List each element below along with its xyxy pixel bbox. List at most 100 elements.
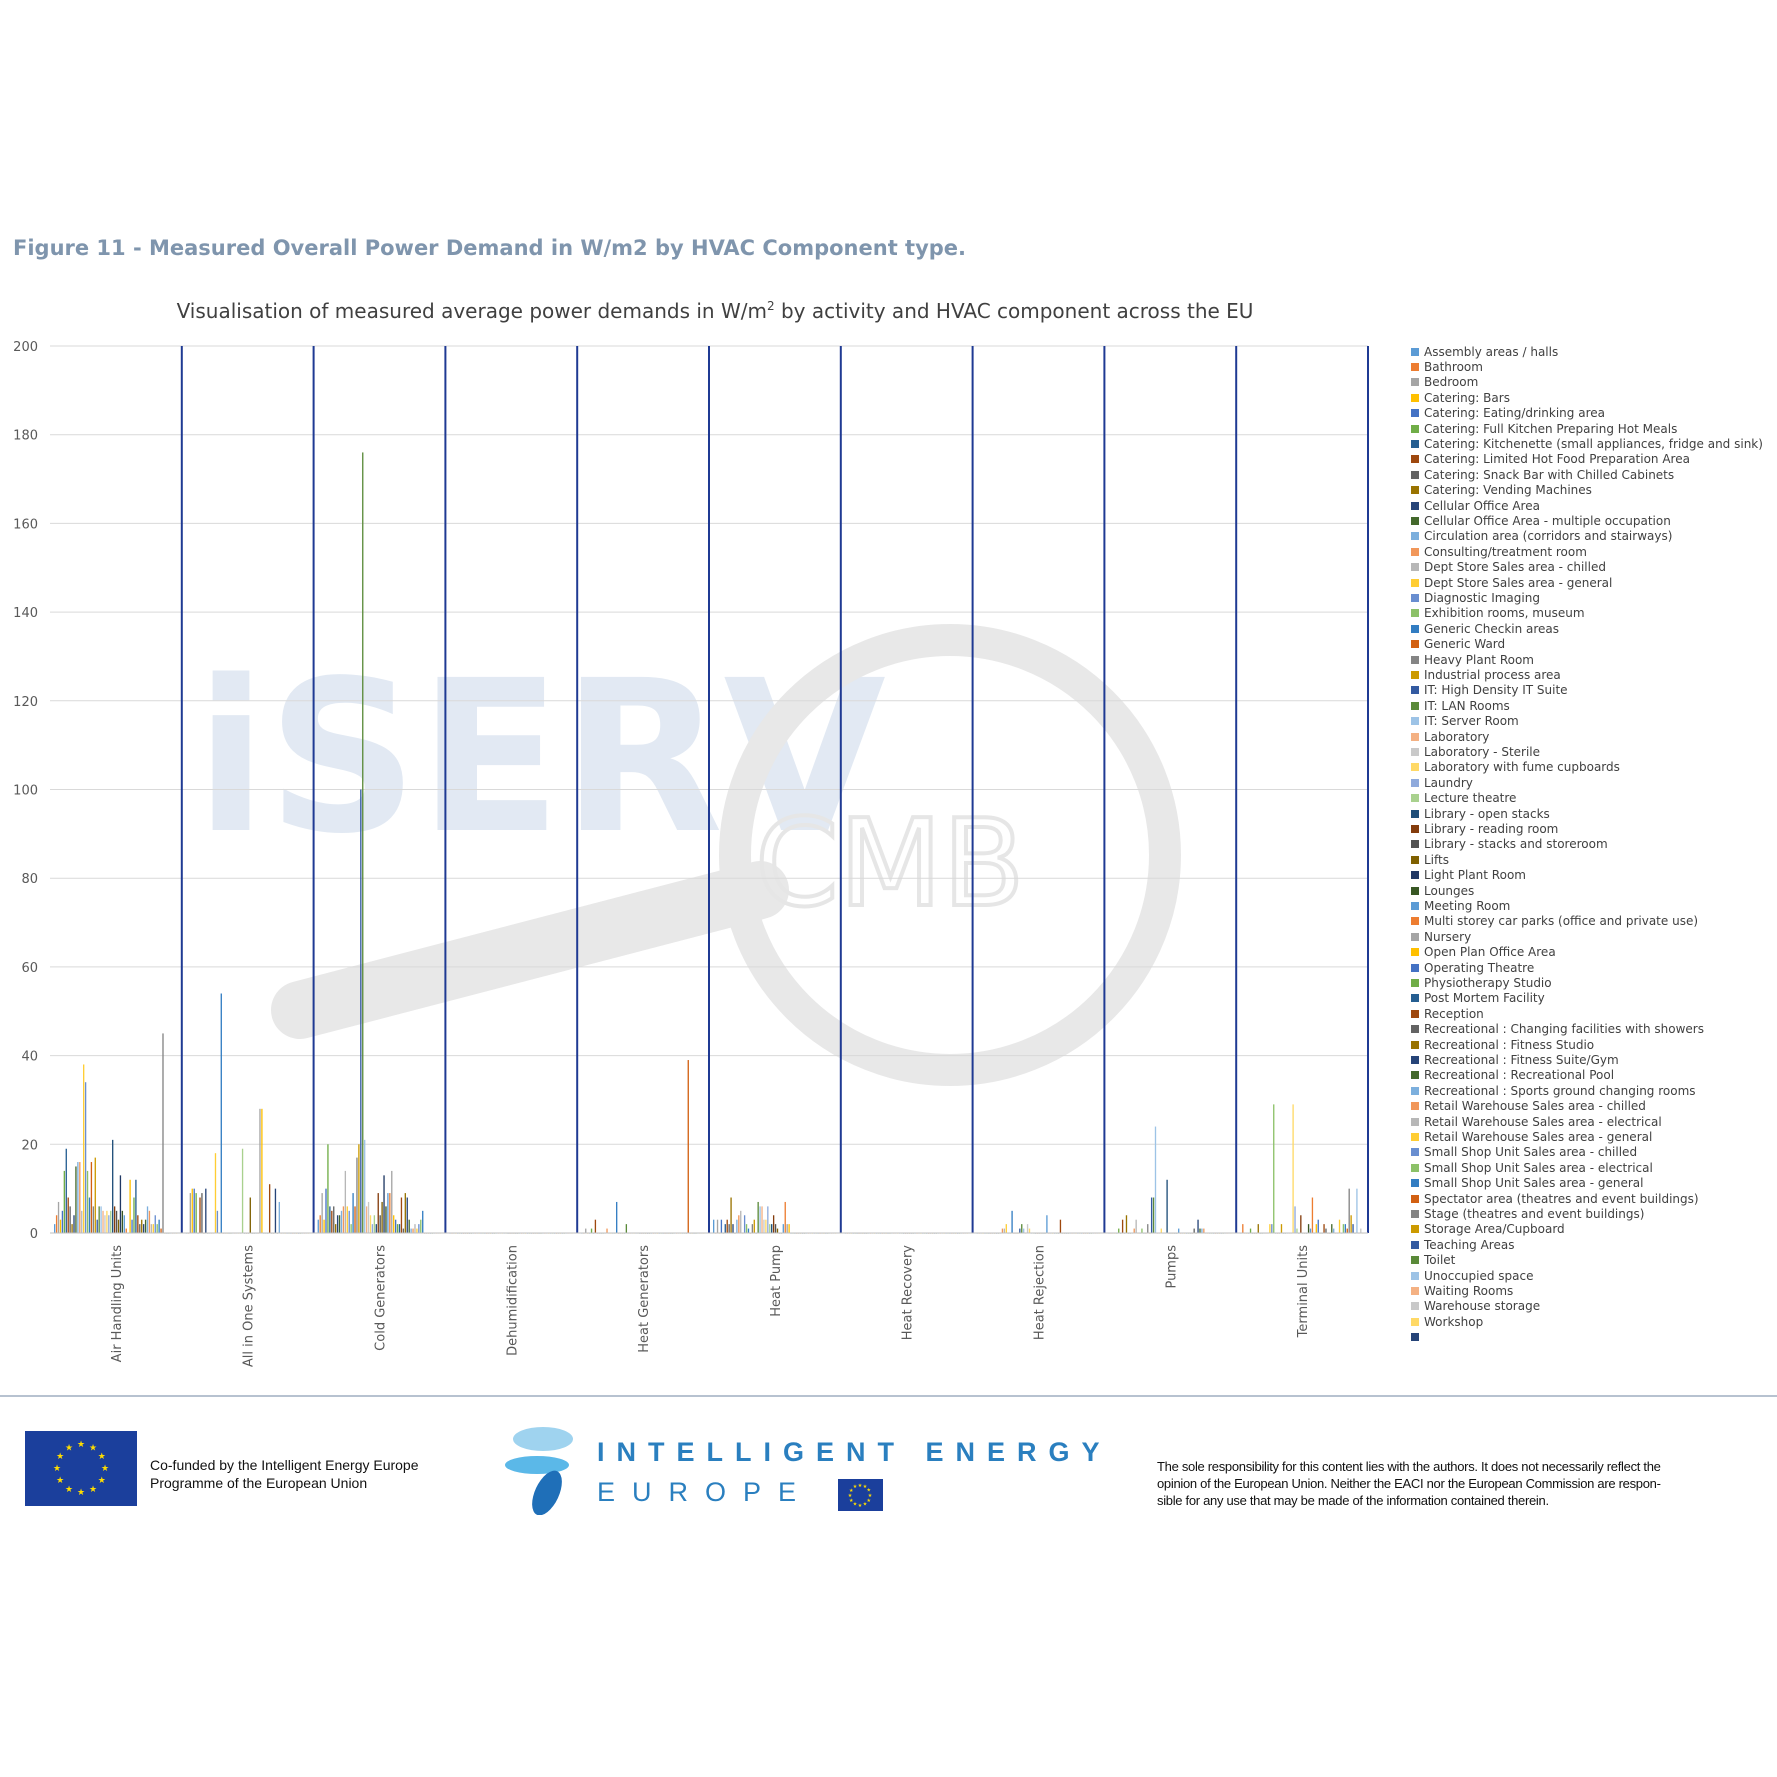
bar bbox=[115, 1210, 118, 1233]
bar bbox=[261, 1108, 263, 1233]
legend-label: Assembly areas / halls bbox=[1424, 344, 1559, 359]
bar bbox=[367, 1201, 370, 1233]
legend-item: Heavy Plant Room bbox=[1411, 652, 1534, 667]
bar bbox=[364, 1139, 366, 1233]
x-axis-labels: Air Handling Units All in One Systems Cold… bbox=[110, 1245, 1311, 1367]
legend-label: Library - stacks and storeroom bbox=[1424, 837, 1608, 852]
star-icon: ★ bbox=[866, 1488, 871, 1494]
bar bbox=[86, 1170, 89, 1233]
footer-divider bbox=[0, 1395, 1777, 1397]
legend-label: Dept Store Sales area - general bbox=[1424, 575, 1613, 590]
legend-label: Physiotherapy Studio bbox=[1424, 975, 1552, 990]
legend-label: Multi storey car parks (office and priva… bbox=[1424, 914, 1699, 929]
legend-swatch bbox=[1411, 640, 1419, 649]
bar bbox=[728, 1224, 730, 1233]
legend-swatch bbox=[1411, 609, 1419, 618]
legend-swatch bbox=[1411, 1132, 1419, 1141]
bar bbox=[121, 1210, 124, 1233]
bar bbox=[344, 1170, 347, 1233]
bar bbox=[362, 452, 364, 1233]
disclaimer-line-2: opinion of the European Union. Neither t… bbox=[1157, 1476, 1661, 1491]
bar bbox=[396, 1224, 399, 1233]
bar bbox=[1346, 1228, 1348, 1233]
legend-swatch bbox=[1411, 501, 1419, 510]
legend-swatch bbox=[1411, 948, 1419, 957]
legend-label: Catering: Kitchenette (small appliances,… bbox=[1424, 436, 1763, 451]
y-tick-label: 60 bbox=[21, 961, 38, 976]
legend-swatch bbox=[1411, 1163, 1419, 1172]
legend-swatch bbox=[1411, 1286, 1419, 1295]
bar bbox=[319, 1215, 321, 1233]
bar bbox=[1317, 1219, 1319, 1233]
bar bbox=[730, 1197, 732, 1233]
bar bbox=[585, 1228, 587, 1233]
bar bbox=[1011, 1210, 1013, 1233]
bar bbox=[761, 1206, 763, 1233]
legend-swatch bbox=[1411, 717, 1419, 726]
bar bbox=[1300, 1215, 1302, 1233]
bar bbox=[336, 1215, 339, 1233]
x-tick-label: Pumps bbox=[1164, 1245, 1179, 1289]
legend-label: Dept Store Sales area - chilled bbox=[1424, 560, 1606, 575]
bar bbox=[335, 1224, 337, 1233]
legend-label: Retail Warehouse Sales area - general bbox=[1424, 1129, 1653, 1144]
star-icon: ★ bbox=[77, 1439, 85, 1449]
bar bbox=[757, 1201, 759, 1233]
bar bbox=[391, 1170, 393, 1233]
bar bbox=[100, 1206, 102, 1233]
legend-swatch bbox=[1411, 439, 1419, 448]
bar bbox=[1203, 1228, 1205, 1233]
chart-title: Visualisation of measured average power … bbox=[177, 299, 1254, 323]
legend-swatch bbox=[1411, 1117, 1419, 1126]
bar bbox=[1019, 1228, 1021, 1233]
bar bbox=[724, 1224, 726, 1233]
bar bbox=[687, 1060, 689, 1233]
bar bbox=[387, 1193, 389, 1233]
star-icon: ★ bbox=[98, 1475, 106, 1485]
bar bbox=[1292, 1104, 1294, 1233]
legend-item: Laboratory with fume cupboards bbox=[1411, 760, 1620, 775]
bar bbox=[113, 1206, 116, 1233]
bar bbox=[1160, 1228, 1162, 1233]
bar bbox=[1325, 1228, 1327, 1233]
bar bbox=[1309, 1228, 1312, 1233]
legend-item: Catering: Eating/drinking area bbox=[1411, 406, 1605, 421]
y-tick-label: 200 bbox=[13, 340, 38, 355]
legend-item: Assembly areas / halls bbox=[1411, 344, 1558, 359]
legend-item: Unoccupied space bbox=[1411, 1268, 1534, 1283]
bar bbox=[348, 1210, 350, 1233]
star-icon: ★ bbox=[77, 1487, 85, 1497]
legend-label: Laboratory bbox=[1424, 729, 1490, 744]
legend-item: Meeting Room bbox=[1411, 898, 1510, 913]
bar bbox=[125, 1228, 127, 1233]
bar bbox=[1147, 1224, 1149, 1233]
x-tick-label: Heat Generators bbox=[637, 1245, 652, 1353]
bar bbox=[352, 1193, 354, 1233]
bar bbox=[765, 1219, 767, 1233]
star-icon: ★ bbox=[849, 1488, 854, 1494]
bar bbox=[81, 1210, 83, 1233]
bar bbox=[358, 1144, 360, 1233]
star-icon: ★ bbox=[65, 1484, 73, 1494]
y-tick-label: 80 bbox=[21, 872, 38, 887]
legend-label: Industrial process area bbox=[1424, 667, 1561, 682]
bar bbox=[767, 1206, 769, 1233]
legend-item: Catering: Limited Hot Food Preparation A… bbox=[1411, 452, 1690, 467]
legend-item: Recreational : Fitness Suite/Gym bbox=[1411, 1052, 1619, 1067]
legend-swatch bbox=[1411, 1209, 1419, 1218]
bar bbox=[410, 1228, 412, 1233]
star-icon: ★ bbox=[848, 1493, 853, 1499]
legend-label: Recreational : Fitness Suite/Gym bbox=[1424, 1052, 1619, 1067]
legend-swatch bbox=[1411, 1040, 1419, 1049]
bar bbox=[249, 1197, 251, 1233]
bar bbox=[782, 1224, 784, 1233]
legend-swatch bbox=[1411, 994, 1419, 1003]
legend-swatch bbox=[1411, 670, 1419, 679]
bar bbox=[713, 1219, 715, 1233]
star-icon: ★ bbox=[853, 1484, 858, 1490]
bar bbox=[1193, 1228, 1195, 1233]
bar bbox=[195, 1193, 197, 1233]
legend-label: Lecture theatre bbox=[1424, 791, 1517, 806]
bar bbox=[1315, 1224, 1317, 1233]
bar bbox=[398, 1224, 401, 1233]
